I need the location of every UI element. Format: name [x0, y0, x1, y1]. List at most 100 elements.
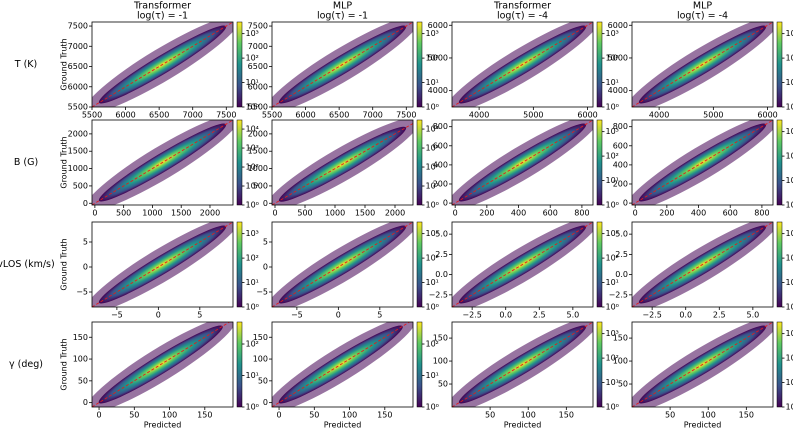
plot-frame — [271, 21, 414, 108]
colorbar-tick-label: 10³ — [426, 144, 439, 153]
x-tick-label: 7000 — [363, 111, 383, 120]
x-tick-label: 7500 — [396, 111, 416, 120]
x-tick-label: −2.5 — [642, 311, 661, 320]
y-tick-label: 5 — [263, 238, 268, 247]
column-title: MLP — [333, 1, 352, 12]
y-tick-label: 200 — [613, 179, 628, 188]
plot-frame — [91, 221, 234, 308]
identity-line — [92, 22, 233, 107]
y-tick-label: 6000 — [428, 21, 448, 30]
x-tick-label: 200 — [659, 209, 674, 218]
colorbar-tick-label: 10⁰ — [246, 201, 259, 210]
y-tick-label: 6000 — [248, 82, 268, 91]
plot-frame — [451, 321, 594, 408]
identity-line — [452, 322, 593, 407]
colorbar-tick-label: 10³ — [786, 127, 793, 136]
plot-frame — [631, 119, 774, 206]
colorbar-tick-label: 10² — [246, 54, 259, 63]
plot-frame — [631, 21, 774, 108]
x-tick-label: 600 — [723, 209, 738, 218]
x-tick-label: 2.5 — [533, 311, 546, 320]
column-title: Transformer — [493, 1, 551, 12]
x-tick-label: 100 — [342, 411, 357, 420]
y-tick-label: 200 — [433, 179, 448, 188]
plot-frame — [451, 21, 594, 108]
x-tick-label: 0 — [92, 209, 97, 218]
x-tick-label: 0.0 — [499, 311, 512, 320]
x-tick-label: 0 — [97, 411, 102, 420]
y-tick-label: 6500 — [248, 62, 268, 71]
y-tick-label: 7000 — [248, 42, 268, 51]
colorbar — [416, 21, 423, 108]
plot-area — [272, 120, 413, 205]
colorbar-tick-label: 10³ — [606, 127, 619, 136]
plot-frame — [91, 321, 234, 408]
y-tick-label: 50 — [438, 380, 448, 389]
row-label: vLOS (km/s) — [0, 259, 55, 270]
y-tick-label: 150 — [613, 334, 628, 343]
colorbar-tick-label: 10¹ — [606, 278, 619, 287]
colorbar-tick-label: 10¹ — [786, 278, 793, 287]
x-tick-label: 5.0 — [746, 311, 759, 320]
y-tick-label: 0 — [83, 398, 88, 407]
colorbar — [236, 221, 243, 308]
colorbar-tick-label: 10⁰ — [606, 303, 619, 312]
x-tick-label: 0 — [336, 311, 341, 320]
colorbar-tick-label: 10¹ — [426, 278, 439, 287]
colorbar-tick-label: 10⁰ — [426, 201, 439, 210]
colorbar-tick-label: 10² — [426, 254, 439, 263]
column-title: MLP — [693, 1, 712, 12]
y-tick-label: 0 — [623, 199, 628, 208]
colorbar-tick-label: 10² — [606, 54, 619, 63]
y-tick-label: 5500 — [68, 103, 88, 112]
row-label: γ (deg) — [9, 359, 43, 370]
x-tick-label: 500 — [297, 209, 312, 218]
plot-frame — [271, 321, 414, 408]
colorbar — [416, 221, 423, 308]
x-tick-label: 150 — [377, 411, 392, 420]
y-tick-label: 100 — [433, 357, 448, 366]
y-tick-label: 0.0 — [615, 270, 628, 279]
y-tick-label: 150 — [73, 333, 88, 342]
colorbar-tick-label: 10³ — [246, 229, 259, 238]
identity-line — [92, 120, 233, 205]
plot-area — [92, 22, 233, 107]
colorbar-tick-label: 10¹ — [246, 182, 259, 191]
x-tick-label: 500 — [116, 209, 131, 218]
y-tick-label: 4000 — [608, 86, 628, 95]
identity-line — [452, 22, 593, 107]
y-tick-label: 0 — [83, 199, 88, 208]
x-tick-label: 6000 — [577, 111, 597, 120]
x-tick-label: 50 — [485, 411, 495, 420]
x-tick-label: 4000 — [649, 111, 669, 120]
colorbar-tick-label: 10¹ — [606, 78, 619, 87]
x-tick-label: 400 — [691, 209, 706, 218]
plot-frame — [271, 119, 414, 206]
plot-frame — [91, 21, 234, 108]
colorbar — [596, 321, 603, 408]
column-title: Transformer — [133, 1, 191, 12]
y-tick-label: 5 — [83, 238, 88, 247]
plot-area — [272, 322, 413, 407]
plot-area — [452, 120, 593, 205]
row-label: T (K) — [14, 59, 37, 70]
y-tick-label: 50 — [78, 376, 88, 385]
x-tick-label: 150 — [197, 411, 212, 420]
colorbar-tick-label: 10¹ — [426, 371, 439, 380]
colorbar-tick-label: 10⁰ — [606, 403, 619, 412]
x-tick-label: 150 — [739, 411, 754, 420]
colorbar — [596, 21, 603, 108]
colorbar — [596, 119, 603, 206]
y-tick-label: 500 — [253, 181, 268, 190]
colorbar-tick-label: 10³ — [426, 229, 439, 238]
plot-area — [452, 322, 593, 407]
colorbar-tick-label: 10⁴ — [246, 125, 259, 134]
x-tick-label: 2.5 — [713, 311, 726, 320]
y-tick-label: 5500 — [248, 103, 268, 112]
colorbar-tick-label: 10¹ — [246, 78, 259, 87]
colorbar-tick-label: 10² — [426, 54, 439, 63]
y-tick-label: 400 — [613, 160, 628, 169]
x-tick-label: −5 — [291, 311, 303, 320]
y-tick-label: 600 — [433, 141, 448, 150]
colorbar — [776, 321, 783, 408]
